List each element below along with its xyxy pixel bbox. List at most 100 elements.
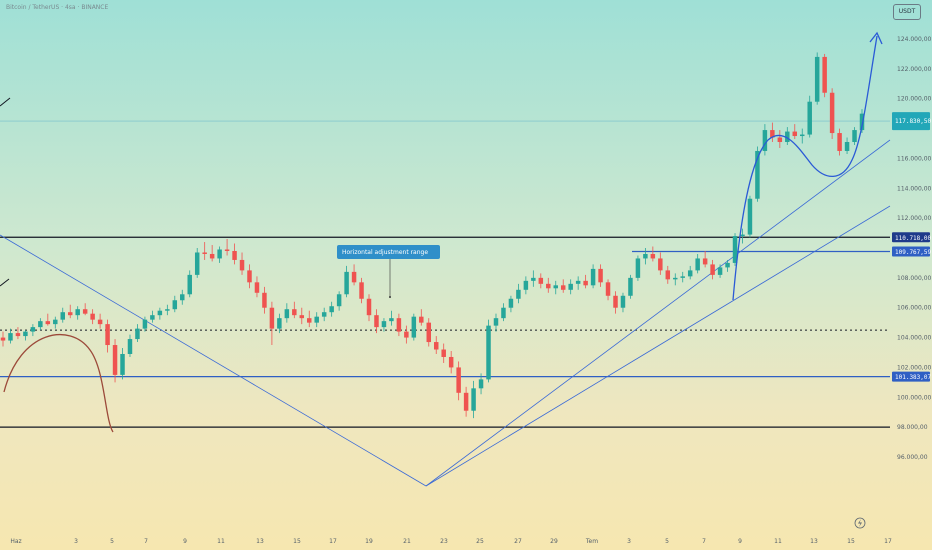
candle-body <box>493 318 499 326</box>
level-price-label: 110.718,00 <box>895 235 932 242</box>
candle <box>747 195 753 238</box>
candle <box>180 289 185 305</box>
candle-body <box>822 56 827 93</box>
annotation-box[interactable] <box>337 245 440 259</box>
y-tick-label: 112.000,00 <box>897 215 932 222</box>
candle <box>217 246 222 263</box>
y-tick-label: 124.000,00 <box>897 36 932 43</box>
candle-body <box>508 298 514 308</box>
candle-body <box>187 274 192 295</box>
candle <box>90 309 95 325</box>
candle-body <box>135 328 140 340</box>
candle <box>75 306 80 320</box>
y-tick-label: 116.000,00 <box>897 155 932 162</box>
currency-badge[interactable]: USDT <box>893 4 921 20</box>
candle <box>501 303 506 322</box>
candle-body <box>97 319 103 325</box>
current-price-label: 117.830,50 <box>895 118 932 125</box>
candle <box>0 331 6 347</box>
rounded-pattern-curve <box>3 334 114 433</box>
x-tick-label: 3 <box>627 538 631 545</box>
candle-body <box>269 307 275 329</box>
candle <box>807 95 812 138</box>
candle <box>165 304 170 316</box>
projection-arrow-icon <box>869 31 883 45</box>
x-tick-label: 17 <box>329 538 337 545</box>
candle <box>568 279 573 295</box>
candle <box>516 283 521 304</box>
candle-body <box>501 307 506 319</box>
candle-body <box>232 250 237 260</box>
candle <box>426 318 432 347</box>
candle <box>695 253 700 274</box>
candle-body <box>770 130 775 138</box>
candle <box>523 276 529 295</box>
candle <box>307 310 312 328</box>
candle-body <box>583 280 588 286</box>
candle-body <box>710 264 715 275</box>
candle-body <box>837 133 842 151</box>
candle-body <box>53 319 58 325</box>
x-tick-label: 21 <box>403 538 411 545</box>
candle <box>53 316 58 329</box>
candle <box>770 122 775 143</box>
annotation-anchor <box>389 296 391 298</box>
x-tick-label: 7 <box>144 538 148 545</box>
y-tick-label: 104.000,00 <box>897 335 932 342</box>
level-lines: 110.718,00 109.767,59 101.383,07 117.830,50 <box>0 112 932 428</box>
x-tick-label: 9 <box>738 538 742 545</box>
candle <box>433 336 439 354</box>
y-tick-label: 114.000,00 <box>897 185 932 192</box>
candle <box>538 273 544 289</box>
x-tick-label: 23 <box>440 538 448 545</box>
candle <box>23 330 28 341</box>
candle-body <box>426 322 432 343</box>
x-tick-label: 7 <box>702 538 706 545</box>
x-tick-label: 11 <box>217 538 225 545</box>
candle <box>419 309 424 326</box>
candle <box>605 279 611 301</box>
x-tick-label: Haz <box>10 538 21 545</box>
candle-body <box>202 252 207 254</box>
candle-body <box>628 277 633 296</box>
candle-body <box>553 285 558 289</box>
lightning-icon[interactable] <box>854 517 866 529</box>
candle <box>262 286 267 314</box>
x-tick-label: 29 <box>550 538 558 545</box>
candle-body <box>702 258 708 265</box>
candle-body <box>172 300 178 310</box>
candle <box>299 307 305 325</box>
projection-curve <box>732 35 878 301</box>
candle <box>45 313 51 326</box>
y-tick-label: 108.000,00 <box>897 275 932 282</box>
x-tick-label: 27 <box>514 538 522 545</box>
candle <box>702 250 708 268</box>
candle-body <box>396 318 402 332</box>
candle <box>755 146 760 202</box>
candle-body <box>859 113 865 131</box>
x-tick-label: 15 <box>293 538 301 545</box>
candle <box>471 380 476 419</box>
candle <box>658 252 663 275</box>
candle <box>135 324 140 343</box>
candle-body <box>217 249 222 259</box>
candle <box>777 130 783 148</box>
candle-body <box>807 101 812 135</box>
candle-body <box>336 294 342 307</box>
candle <box>157 307 163 320</box>
candle-body <box>120 353 125 375</box>
candle <box>710 259 715 280</box>
candle <box>187 270 192 298</box>
candle <box>665 265 671 284</box>
descending-trendline <box>0 234 427 487</box>
candle <box>732 233 738 266</box>
chart-ui: Horizontal adjustment range <box>0 97 866 529</box>
candle <box>172 295 178 313</box>
candle-body <box>635 258 641 278</box>
y-tick-label: 100.000,00 <box>897 394 932 401</box>
candle-body <box>150 315 155 320</box>
candle <box>15 327 21 340</box>
candle <box>740 228 745 244</box>
